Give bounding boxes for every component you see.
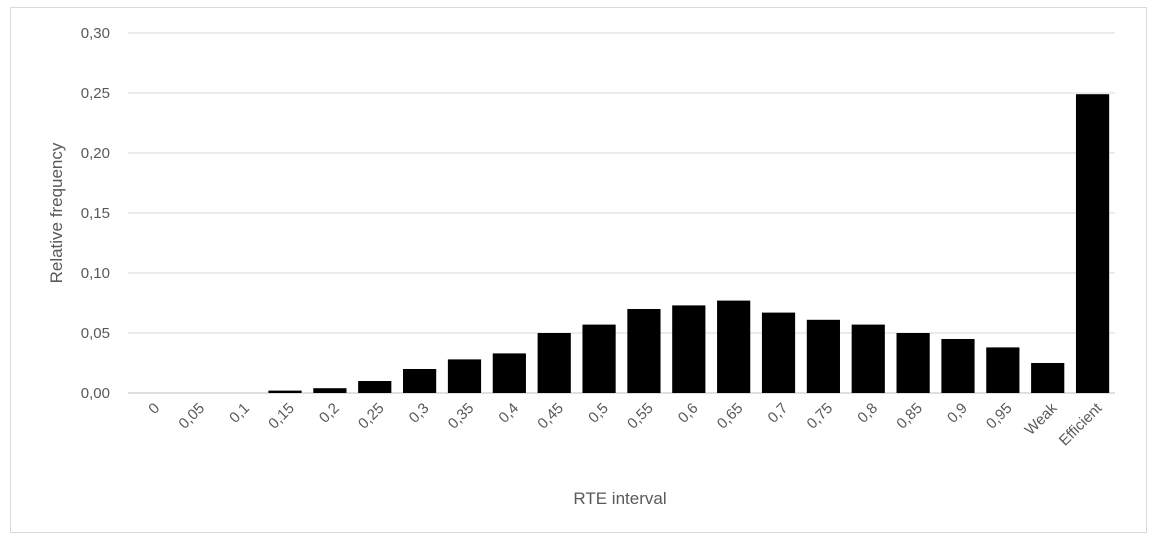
bar [537, 333, 571, 393]
bar [268, 390, 302, 393]
x-tick-label: 0,45 [534, 400, 567, 433]
x-tick-label: 0,1 [226, 400, 253, 427]
x-tick-label: 0,15 [265, 400, 298, 433]
bar [717, 300, 751, 393]
bar [806, 319, 840, 393]
bar [1075, 94, 1110, 393]
x-tick-label: 0,2 [316, 400, 343, 427]
x-tick-label: 0,75 [804, 400, 837, 433]
y-tick-label: 0,15 [81, 205, 110, 222]
bar [492, 353, 526, 393]
bar [896, 333, 930, 393]
bar [761, 312, 796, 393]
y-axis-title: Relative frequency [47, 142, 66, 283]
x-tick-label: 0 [145, 400, 163, 418]
y-tick-label: 0,10 [81, 265, 110, 282]
x-tick-label: 0,5 [585, 400, 612, 427]
bar [582, 324, 616, 393]
x-tick-label: 0,25 [355, 400, 388, 433]
x-tick-label: Weak [1022, 399, 1061, 438]
x-tick-label: 0,95 [983, 400, 1016, 433]
y-tick-label: 0,20 [81, 145, 110, 162]
x-tick-label: 0,55 [624, 400, 657, 433]
chart-frame [10, 7, 1147, 533]
bar [403, 369, 437, 393]
x-axis-ticks: 0 0,05 0,1 0,15 0,2 0,25 0,3 0,35 0,4 0,45 0,5 0,55… [145, 399, 1106, 449]
bars [268, 94, 1110, 393]
x-tick-label: 0,3 [406, 400, 433, 427]
bar [986, 347, 1020, 393]
x-tick-label: 0,65 [714, 400, 747, 433]
x-tick-label: 0,7 [765, 400, 792, 427]
x-tick-label: 0,85 [893, 400, 926, 433]
bar [358, 381, 392, 393]
bar [447, 359, 482, 393]
bar [627, 309, 661, 393]
x-tick-label: 0,6 [675, 400, 702, 427]
x-axis-title: RTE interval [573, 489, 666, 508]
y-tick-label: 0,25 [81, 85, 110, 102]
x-tick-label: 0,8 [854, 400, 881, 427]
bar [313, 388, 347, 393]
bar [672, 305, 706, 393]
y-tick-label: 0,05 [81, 325, 110, 342]
bar [1031, 363, 1065, 393]
x-tick-label: 0,05 [175, 400, 208, 433]
x-tick-label: 0,9 [944, 400, 971, 427]
x-tick-label: 0,35 [445, 400, 478, 433]
bar [941, 339, 975, 393]
bar [851, 324, 885, 393]
y-tick-label: 0,00 [81, 385, 110, 402]
y-axis-ticks: 0,00 0,05 0,10 0,15 0,20 0,25 0,30 [81, 25, 110, 402]
x-tick-label: Efficient [1056, 399, 1106, 449]
x-tick-label: 0,4 [495, 400, 522, 427]
y-tick-label: 0,30 [81, 25, 110, 42]
